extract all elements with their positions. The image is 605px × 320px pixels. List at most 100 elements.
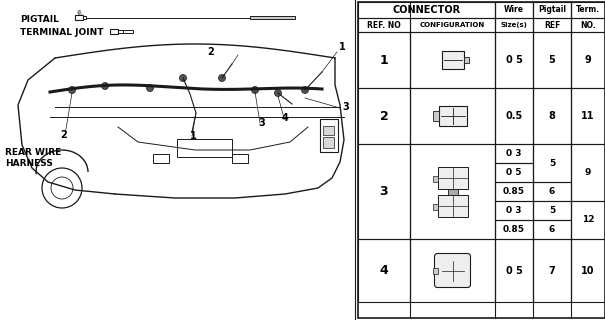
Text: 0.85: 0.85 [503,187,525,196]
Bar [75,15,83,20]
Bar [495,220,533,239]
Bar [358,2,605,318]
Bar [110,29,118,34]
Bar [495,163,533,182]
Text: 0 3: 0 3 [506,206,522,215]
Bar [323,137,334,148]
Bar [533,2,571,18]
Text: PIGTAIL: PIGTAIL [20,15,59,24]
Bar [571,201,605,239]
Bar [495,32,533,88]
Bar [123,30,133,33]
Text: REAR WIRE
HARNESS: REAR WIRE HARNESS [5,148,61,168]
Bar [118,30,123,33]
Bar [495,239,533,302]
Text: 2: 2 [379,109,388,123]
Text: 0.85: 0.85 [503,225,525,234]
Bar [410,144,495,239]
Text: 25: 25 [77,10,83,14]
Bar [358,144,410,239]
Bar [433,176,437,182]
Text: CONFIGURATION: CONFIGURATION [420,22,485,28]
Text: 5: 5 [549,55,555,65]
Text: 0 5: 0 5 [506,55,523,65]
Bar [533,239,571,302]
Bar [323,126,334,135]
Bar [433,111,439,121]
Text: 7: 7 [549,266,555,276]
Text: 1: 1 [190,131,197,141]
Text: 0.5: 0.5 [505,111,523,121]
Bar [533,144,571,182]
Bar [495,144,533,163]
Text: 1: 1 [379,53,388,67]
Text: CONNECTOR: CONNECTOR [393,5,460,15]
Bar [571,2,605,18]
Text: Pigtail: Pigtail [538,5,566,14]
Text: REF. NO: REF. NO [367,20,401,29]
Bar [533,220,571,239]
Text: Term.: Term. [576,5,600,14]
Text: 4: 4 [379,264,388,277]
Bar [495,88,533,144]
Text: TERMINAL JOINT: TERMINAL JOINT [20,28,103,37]
Bar [571,88,605,144]
Text: 1G: 1G [77,13,83,17]
Text: 3: 3 [380,185,388,198]
Bar [533,88,571,144]
Text: REF: REF [544,20,560,29]
Bar [433,204,437,210]
Text: Size(s): Size(s) [500,22,528,28]
Text: 0 5: 0 5 [506,168,522,177]
Circle shape [275,90,281,97]
Bar [358,18,495,32]
Bar [495,18,533,32]
Bar [495,201,533,220]
Bar [358,88,410,144]
Bar [439,106,466,126]
Text: 3: 3 [342,102,348,112]
Text: 5: 5 [549,158,555,167]
Text: 12: 12 [582,215,594,225]
Circle shape [252,86,258,93]
Bar [83,16,86,19]
Bar [320,119,338,152]
Text: 9: 9 [585,168,591,177]
Text: 6: 6 [549,225,555,234]
Circle shape [180,75,186,82]
Circle shape [218,75,226,82]
Bar [533,18,571,32]
Text: 6: 6 [549,187,555,196]
Text: 3: 3 [258,118,265,128]
Text: 2: 2 [207,47,214,57]
Circle shape [146,84,154,92]
Bar [571,239,605,302]
Text: 8: 8 [549,111,555,121]
Text: 11: 11 [581,111,595,121]
Bar [448,188,457,195]
Bar [250,16,295,19]
Bar [410,32,495,88]
Bar [433,268,437,274]
Circle shape [102,83,108,90]
Bar [495,182,533,201]
Bar [495,2,533,18]
Bar [410,239,495,302]
Bar [232,154,248,163]
Bar [463,57,468,63]
Bar [358,2,495,18]
Text: 5: 5 [549,206,555,215]
Bar [437,166,468,188]
Circle shape [301,86,309,93]
Bar [533,32,571,88]
Bar [533,182,571,201]
Text: 0 5: 0 5 [506,266,523,276]
Text: 2: 2 [60,130,67,140]
FancyBboxPatch shape [434,253,471,287]
Bar [571,32,605,88]
Text: 9: 9 [584,55,591,65]
Bar [437,195,468,217]
Bar [358,32,410,88]
Bar [153,154,169,163]
Text: 0 3: 0 3 [506,149,522,158]
